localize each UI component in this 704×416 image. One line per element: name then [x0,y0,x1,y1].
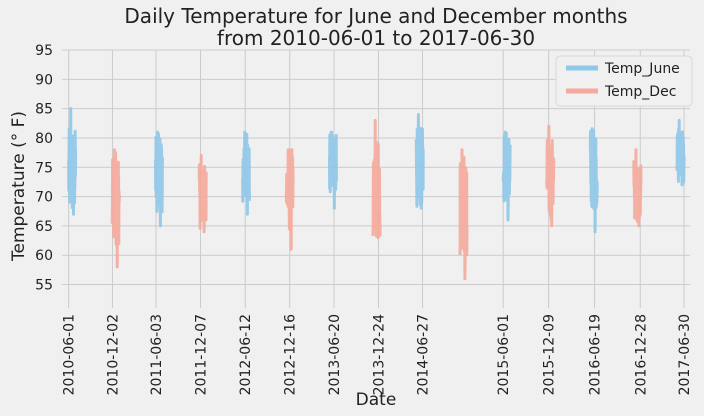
x-tick-label: 2010-12-02 [105,314,121,395]
december-temperature-line [545,124,556,228]
tick-layer: 55 60 65 70 75 80 85 90 95 2010-06-01 2010-12-02 20… [35,43,693,395]
june-temperature-line [588,127,599,234]
x-tick-label: 2014-06-27 [416,314,432,395]
series-layer [67,107,686,281]
legend: Temp_June Temp_Dec [555,55,693,107]
june-temperature-line [241,130,251,216]
december-temperature-line [458,148,469,281]
chart-title: Daily Temperature for June and December … [124,4,627,28]
legend-label-june: Temp_June [604,61,680,77]
december-temperature-line [197,154,208,234]
june-temperature-line [67,107,78,216]
x-tick-label: 2016-12-28 [633,314,649,395]
y-tick-label: 65 [35,219,53,235]
y-tick-label: 95 [35,43,53,59]
june-temperature-line [501,130,512,222]
december-temperature-line [284,148,295,251]
x-tick-label: 2011-06-03 [149,314,165,395]
y-axis-label: Temperature (° F) [9,111,29,262]
june-temperature-line [328,130,338,210]
y-tick-label: 60 [35,248,53,264]
june-temperature-line [414,113,425,210]
y-tick-label: 55 [35,278,53,294]
x-tick-label: 2013-06-20 [327,314,343,395]
june-temperature-line [675,118,686,187]
y-tick-label: 80 [35,131,53,147]
x-tick-label: 2013-12-24 [371,314,387,395]
y-tick-label: 85 [35,102,53,118]
legend-label-dec: Temp_Dec [604,84,676,100]
x-tick-label: 2012-12-16 [283,314,299,395]
x-tick-label: 2010-06-01 [62,314,78,395]
y-tick-label: 70 [35,190,53,206]
chart-subtitle: from 2010-06-01 to 2017-06-30 [217,26,535,50]
x-tick-label: 2015-12-09 [542,314,558,395]
x-axis-label: Date [356,390,397,410]
x-tick-label: 2016-06-19 [588,314,604,395]
x-tick-label: 2017-06-30 [677,314,693,395]
december-temperature-line [632,148,643,228]
x-tick-label: 2015-06-01 [496,314,512,395]
y-tick-label: 90 [35,72,53,88]
june-temperature-line [154,130,164,228]
december-temperature-line [110,148,121,269]
y-tick-label: 75 [35,160,53,176]
x-tick-label: 2011-12-07 [193,314,209,395]
december-temperature-line [371,118,382,240]
x-tick-label: 2012-06-12 [238,314,254,395]
